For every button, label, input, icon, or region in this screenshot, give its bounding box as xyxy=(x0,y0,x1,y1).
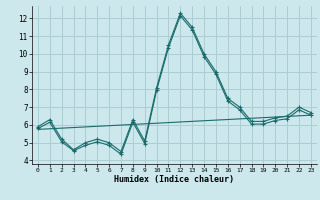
X-axis label: Humidex (Indice chaleur): Humidex (Indice chaleur) xyxy=(115,175,234,184)
